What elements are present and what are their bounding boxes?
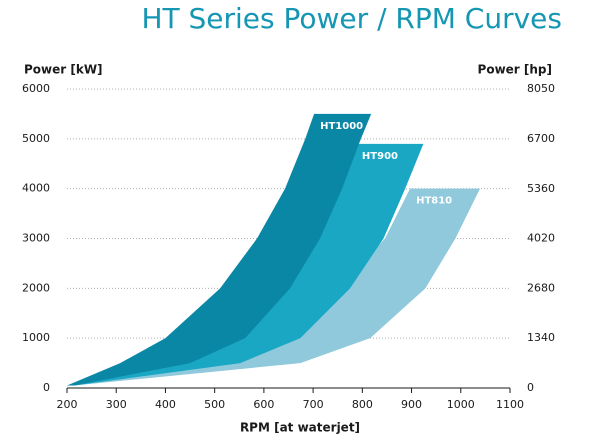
x-tick-label: 400 (155, 398, 176, 411)
y-tick-label: 0 (43, 381, 50, 394)
band (67, 113, 372, 386)
series-label: HT1000 (320, 121, 363, 132)
y-tick-label: 1000 (22, 331, 50, 344)
y2-tick-label: 5360 (527, 182, 555, 195)
y2-tick-label: 4020 (527, 232, 555, 245)
y2-tick-label: 2680 (527, 281, 555, 294)
x-tick-label: 200 (57, 398, 78, 411)
x-tick-label: 700 (303, 398, 324, 411)
y-tick-label: 6000 (22, 82, 50, 95)
x-tick-label: 1100 (496, 398, 524, 411)
y-tick-label: 5000 (22, 132, 50, 145)
y2-tick-label: 8050 (527, 82, 555, 95)
x-tick-label: 500 (204, 398, 225, 411)
x-tick-label: 600 (253, 398, 274, 411)
x-tick-label: 1000 (447, 398, 475, 411)
y-tick-label: 2000 (22, 281, 50, 294)
x-axis-label: RPM [at waterjet] (240, 421, 360, 435)
x-tick-label: 800 (352, 398, 373, 411)
chart-title: HT Series Power / RPM Curves (141, 2, 562, 35)
series-label: HT810 (416, 196, 452, 207)
y2-tick-label: 6700 (527, 132, 555, 145)
y2-tick-label: 0 (527, 381, 534, 394)
x-tick-label: 300 (106, 398, 127, 411)
y-axis-label: Power [kW] (24, 63, 103, 77)
series-label: HT900 (362, 151, 398, 162)
y-tick-label: 3000 (22, 232, 50, 245)
y2-axis-label: Power [hp] (478, 63, 552, 77)
y-tick-label: 4000 (22, 182, 50, 195)
x-tick-label: 900 (401, 398, 422, 411)
y2-tick-label: 1340 (527, 331, 555, 344)
